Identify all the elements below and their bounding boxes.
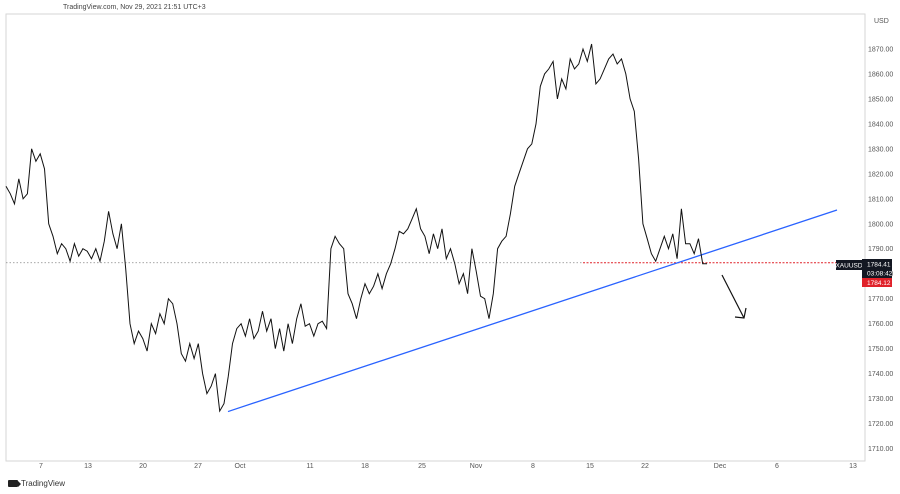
y-axis: 1710.00 1720.00 1730.00 1740.00 1750.00 1760.… [868,46,893,453]
second-price-tag: 1784.12 [862,278,892,287]
x-tick-label: Nov [470,463,483,470]
x-tick-label: 7 [39,463,43,470]
y-tick-label: 1760.00 [868,321,893,328]
y-tick-label: 1860.00 [868,71,893,78]
last-price-label: 1784.41 [867,262,891,269]
y-tick-label: 1720.00 [868,421,893,428]
x-tick-label: 11 [306,463,313,470]
arrow-shaft [721,274,745,319]
symbol-price-tag: XAUUSD [835,260,863,270]
second-price-label: 1784.12 [867,280,891,287]
y-tick-label: 1870.00 [868,46,893,53]
x-tick-label: 13 [849,463,857,470]
x-tick-label: 8 [531,463,535,470]
x-tick-label: 25 [418,463,426,470]
x-tick-label: 22 [641,463,649,470]
y-tick-label: 1840.00 [868,121,893,128]
last-price-tag: 1784.41 03:08:42 [862,259,893,278]
symbol-label: XAUUSD [835,263,862,270]
y-tick-label: 1740.00 [868,371,893,378]
x-tick-label: 15 [586,463,594,470]
chart-header-source: TradingView.com, Nov 29, 2021 21:51 UTC+… [63,4,206,11]
tradingview-logo-icon [8,480,21,487]
bar-countdown-label: 03:08:42 [867,271,893,278]
x-axis: 7 13 20 27 Oct 11 18 25 Nov 8 15 22 Dec 6 13 [39,463,857,470]
y-tick-label: 1820.00 [868,171,893,178]
plot-border [5,13,866,462]
x-tick-label: Oct [235,463,246,470]
tradingview-brand[interactable]: TradingView [8,479,65,488]
x-tick-label: 18 [361,463,369,470]
x-tick-label: 6 [775,463,779,470]
y-tick-label: 1710.00 [868,446,893,453]
y-tick-label: 1830.00 [868,146,893,153]
tradingview-brand-label: TradingView [21,479,66,488]
x-tick-label: Dec [714,463,727,470]
y-tick-label: 1770.00 [868,296,893,303]
currency-label: USD [874,18,889,25]
x-tick-label: 13 [84,463,92,470]
y-tick-label: 1850.00 [868,96,893,103]
y-tick-label: 1750.00 [868,346,893,353]
y-tick-label: 1800.00 [868,221,893,228]
support-trend-line[interactable] [227,209,838,413]
arrow-head [734,307,747,319]
y-tick-label: 1790.00 [868,246,893,253]
x-tick-label: 27 [194,463,202,470]
y-tick-label: 1730.00 [868,396,893,403]
y-tick-label: 1810.00 [868,196,893,203]
x-tick-label: 20 [139,463,147,470]
down-arrow-annotation[interactable] [721,274,747,319]
xauusd-price-series-line [5,43,707,413]
